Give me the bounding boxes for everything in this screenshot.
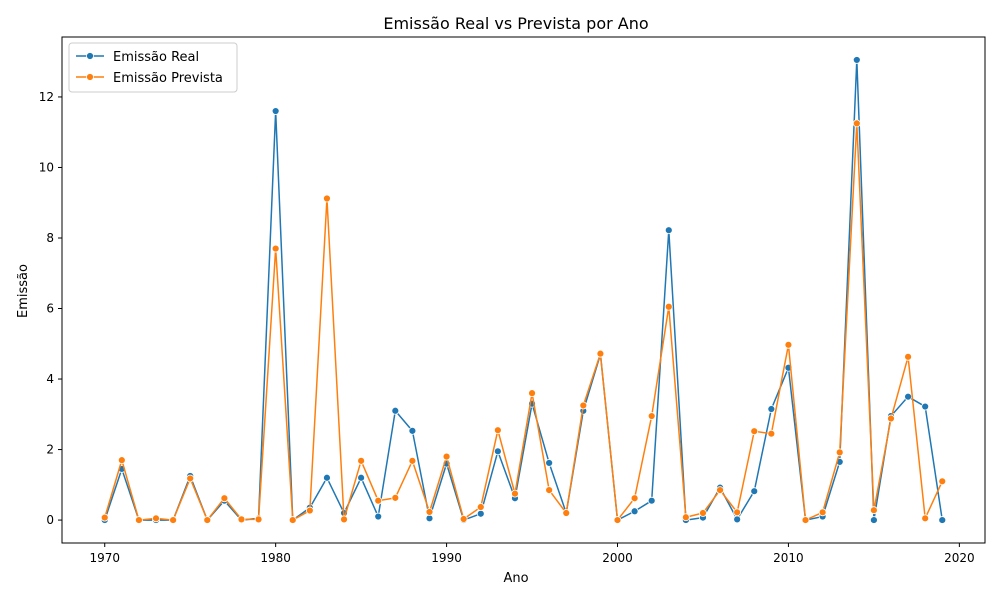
y-tick-label: 12 <box>39 90 54 104</box>
data-point-prevista <box>374 496 383 505</box>
x-tick-label: 1990 <box>431 551 462 565</box>
data-point-prevista <box>493 426 502 435</box>
data-point-real <box>921 402 930 411</box>
x-tick-label: 2010 <box>773 551 804 565</box>
y-tick-label: 4 <box>46 372 54 386</box>
data-point-real <box>664 226 673 235</box>
data-point-prevista <box>681 513 690 522</box>
data-point-prevista <box>801 516 810 524</box>
data-point-prevista <box>852 119 861 128</box>
y-tick-label: 2 <box>46 443 54 457</box>
data-point-real <box>904 392 912 401</box>
data-point-prevista <box>630 494 639 503</box>
data-point-real <box>391 406 400 415</box>
data-point-real <box>852 56 861 64</box>
data-point-prevista <box>340 515 348 524</box>
data-point-prevista <box>938 477 947 486</box>
data-point-prevista <box>237 515 246 524</box>
data-point-real <box>938 516 947 524</box>
legend-marker-real <box>86 52 94 60</box>
data-point-real <box>357 473 366 482</box>
data-point-prevista <box>442 452 451 461</box>
data-point-prevista <box>186 474 195 483</box>
y-tick-label: 8 <box>46 231 54 245</box>
series-layer <box>100 56 947 524</box>
data-point-prevista <box>169 516 178 524</box>
data-point-prevista <box>733 508 742 517</box>
legend-label-real: Emissão Real <box>113 50 199 65</box>
data-point-prevista <box>288 516 297 524</box>
x-axis-label: Ano <box>503 571 528 586</box>
legend: Emissão Real Emissão Prevista <box>68 42 238 93</box>
data-point-real <box>750 487 759 496</box>
data-point-real <box>323 473 331 482</box>
x-tick-label: 1970 <box>89 551 120 565</box>
data-point-real <box>767 405 776 413</box>
data-point-real <box>493 447 502 456</box>
data-point-prevista <box>716 486 724 495</box>
y-tick-label: 10 <box>39 160 54 174</box>
axes: 1970 1980 1990 2000 2010 2020 0 2 4 6 8 10 12 <box>39 90 975 565</box>
data-point-real <box>271 107 280 115</box>
data-point-prevista <box>767 429 776 438</box>
data-point-real <box>630 507 639 516</box>
legend-marker-prevista <box>86 73 94 81</box>
data-point-prevista <box>100 513 109 522</box>
data-point-prevista <box>425 508 434 516</box>
plot-frame <box>61 36 986 544</box>
data-point-prevista <box>562 509 571 517</box>
data-point-real <box>476 509 485 518</box>
data-point-real <box>869 516 878 524</box>
data-point-prevista <box>459 515 468 523</box>
data-point-prevista <box>545 486 554 495</box>
data-point-prevista <box>203 516 212 524</box>
data-point-real <box>647 496 656 505</box>
data-point-prevista <box>579 401 588 410</box>
data-point-prevista <box>784 340 793 349</box>
data-point-real <box>545 459 554 467</box>
data-point-real <box>374 512 383 521</box>
x-tick-label: 2020 <box>944 551 975 565</box>
data-point-prevista <box>271 244 280 253</box>
y-tick-label: 6 <box>46 302 54 316</box>
data-point-prevista <box>921 514 930 523</box>
data-point-prevista <box>818 508 827 517</box>
data-point-real <box>408 426 417 435</box>
data-point-prevista <box>220 494 229 503</box>
data-point-prevista <box>357 456 366 465</box>
data-point-prevista <box>699 509 707 517</box>
data-point-prevista <box>305 506 314 515</box>
y-tick-label: 0 <box>46 513 54 527</box>
data-point-prevista <box>887 414 895 423</box>
data-point-prevista <box>391 493 400 502</box>
data-point-prevista <box>647 412 656 420</box>
data-point-prevista <box>511 489 519 498</box>
data-point-real <box>733 515 742 524</box>
x-tick-label: 2000 <box>602 551 633 565</box>
data-point-prevista <box>869 506 878 515</box>
x-tick-label: 1980 <box>260 551 291 565</box>
data-point-prevista <box>152 514 160 523</box>
legend-box <box>68 42 238 93</box>
y-axis-label: Emissão <box>16 264 31 318</box>
data-point-prevista <box>323 194 331 203</box>
data-point-prevista <box>613 516 622 524</box>
data-point-prevista <box>117 456 126 465</box>
data-point-prevista <box>596 349 605 358</box>
data-point-prevista <box>476 503 485 511</box>
data-point-prevista <box>664 302 673 311</box>
legend-label-prevista: Emissão Prevista <box>113 71 223 86</box>
series-prevista <box>100 119 947 524</box>
data-point-prevista <box>835 448 844 457</box>
data-point-prevista <box>750 427 759 436</box>
data-point-prevista <box>408 456 417 465</box>
data-point-prevista <box>528 389 536 398</box>
data-point-prevista <box>904 352 912 361</box>
chart-title: Emissão Real vs Prevista por Ano <box>383 14 648 33</box>
data-point-prevista <box>254 515 263 524</box>
data-point-prevista <box>135 516 143 524</box>
